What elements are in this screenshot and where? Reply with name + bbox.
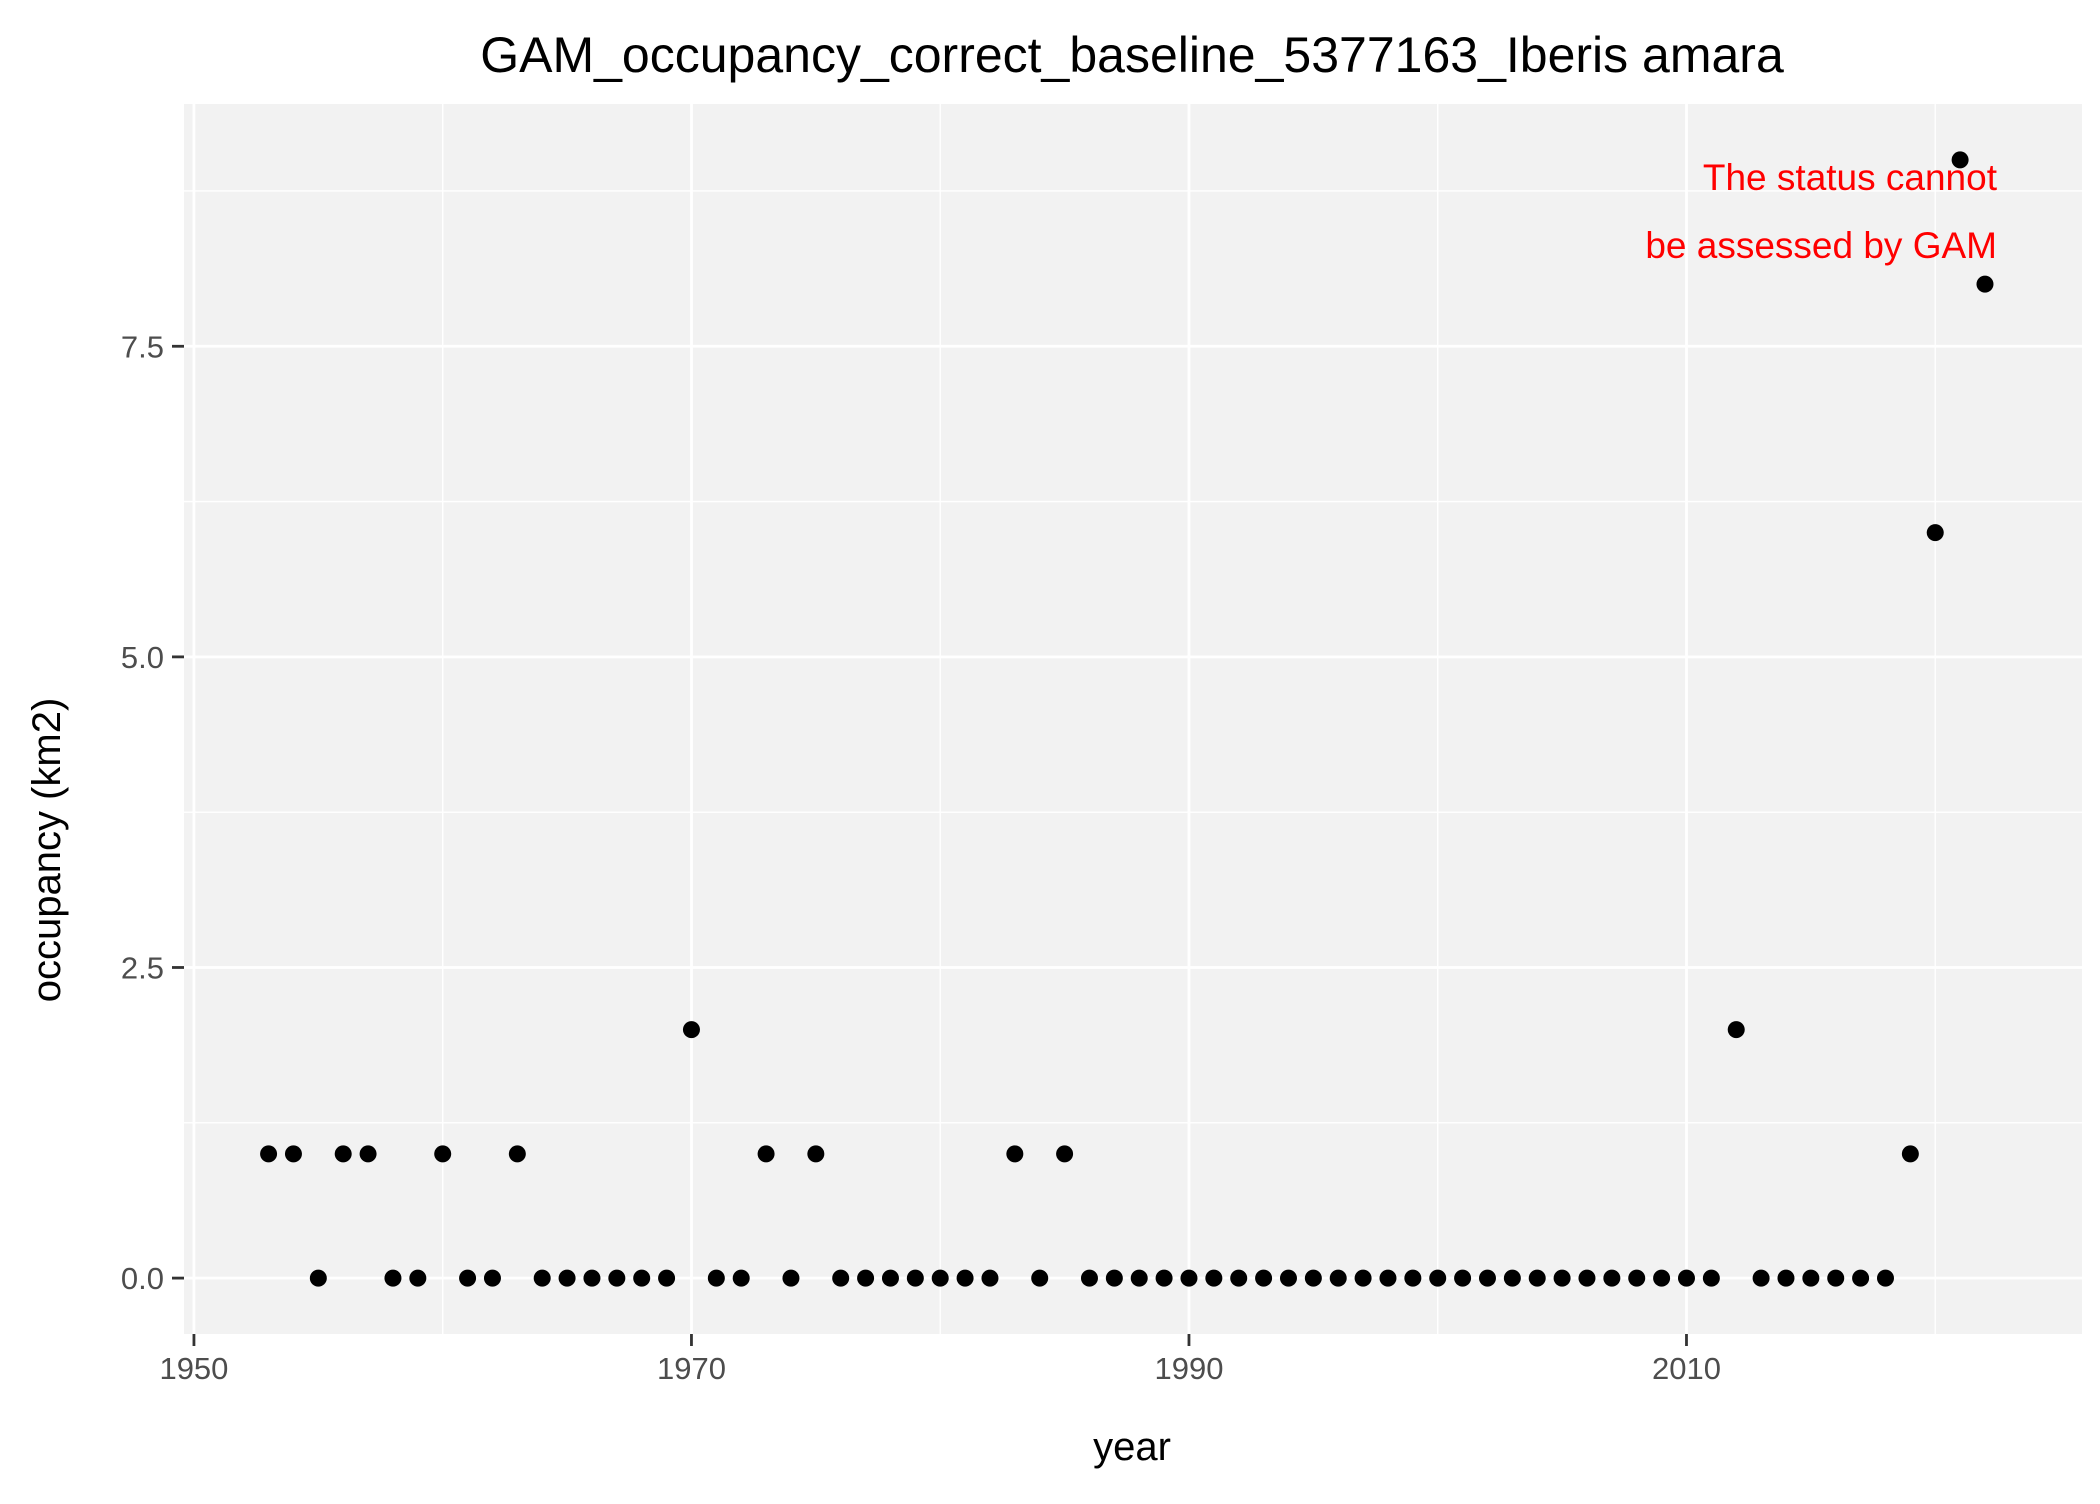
data-point xyxy=(807,1145,825,1163)
data-point xyxy=(1255,1269,1273,1287)
data-point xyxy=(1503,1269,1521,1287)
data-point xyxy=(732,1269,750,1287)
data-point xyxy=(1056,1145,1074,1163)
data-point xyxy=(284,1145,302,1163)
data-point xyxy=(1404,1269,1422,1287)
data-point xyxy=(1279,1269,1297,1287)
x-tick-label: 1970 xyxy=(657,1351,726,1386)
data-point xyxy=(1454,1269,1472,1287)
data-point xyxy=(782,1269,800,1287)
y-tick-label: 0.0 xyxy=(121,1261,164,1296)
data-point xyxy=(434,1145,452,1163)
axes: 0.0 2.5 5.0 7.5 1950 1970 1990 2010 xyxy=(121,329,1721,1386)
data-point xyxy=(558,1269,576,1287)
data-point xyxy=(608,1269,626,1287)
data-point xyxy=(1205,1269,1223,1287)
data-point xyxy=(1926,524,1944,542)
data-point xyxy=(1429,1269,1447,1287)
data-point xyxy=(1006,1145,1024,1163)
data-point xyxy=(1130,1269,1148,1287)
data-point xyxy=(1354,1269,1372,1287)
data-point xyxy=(1876,1269,1894,1287)
data-point xyxy=(483,1269,501,1287)
data-point xyxy=(832,1269,850,1287)
data-point xyxy=(309,1269,327,1287)
data-point xyxy=(1603,1269,1621,1287)
data-point xyxy=(1080,1269,1098,1287)
data-point xyxy=(956,1269,974,1287)
data-point xyxy=(1329,1269,1347,1287)
data-point xyxy=(981,1269,999,1287)
x-tick-label: 2010 xyxy=(1652,1351,1721,1386)
data-point xyxy=(260,1145,278,1163)
data-point xyxy=(1105,1269,1123,1287)
y-axis-label: occupancy (km2) xyxy=(25,698,69,1003)
data-point xyxy=(1628,1269,1646,1287)
data-point xyxy=(1578,1269,1596,1287)
plot-panel xyxy=(184,104,2082,1334)
data-point xyxy=(1852,1269,1870,1287)
data-point xyxy=(1702,1269,1720,1287)
data-point xyxy=(906,1269,924,1287)
data-point xyxy=(881,1269,899,1287)
data-point xyxy=(1553,1269,1571,1287)
data-point xyxy=(1180,1269,1198,1287)
data-point xyxy=(583,1269,601,1287)
data-point xyxy=(1677,1269,1695,1287)
data-point xyxy=(1031,1269,1049,1287)
data-point xyxy=(757,1145,775,1163)
data-point xyxy=(633,1269,651,1287)
data-point xyxy=(1901,1145,1919,1163)
data-point xyxy=(1528,1269,1546,1287)
data-point xyxy=(682,1021,700,1039)
data-point xyxy=(1727,1021,1745,1039)
data-point xyxy=(1379,1269,1397,1287)
annotation-line: be assessed by GAM xyxy=(1645,225,1997,266)
data-point xyxy=(334,1145,352,1163)
data-point xyxy=(508,1145,526,1163)
data-point xyxy=(1304,1269,1322,1287)
x-tick-label: 1950 xyxy=(159,1351,228,1386)
data-point xyxy=(459,1269,477,1287)
data-point xyxy=(1802,1269,1820,1287)
data-point xyxy=(1976,275,1994,293)
data-point xyxy=(1752,1269,1770,1287)
y-tick-label: 7.5 xyxy=(121,329,164,364)
data-point xyxy=(409,1269,427,1287)
chart-title: GAM_occupancy_correct_baseline_5377163_I… xyxy=(480,27,1784,83)
data-point xyxy=(1951,151,1969,169)
data-point xyxy=(931,1269,949,1287)
data-point xyxy=(533,1269,551,1287)
data-point xyxy=(1777,1269,1795,1287)
data-point xyxy=(1155,1269,1173,1287)
data-point xyxy=(384,1269,402,1287)
data-point xyxy=(1478,1269,1496,1287)
y-tick-label: 5.0 xyxy=(121,640,164,675)
data-point xyxy=(1653,1269,1671,1287)
annotation: The status cannot be assessed by GAM xyxy=(1645,157,1997,266)
data-point xyxy=(857,1269,875,1287)
data-point xyxy=(359,1145,377,1163)
x-tick-label: 1990 xyxy=(1154,1351,1223,1386)
data-point xyxy=(707,1269,725,1287)
annotation-line: The status cannot xyxy=(1703,157,1998,198)
data-point xyxy=(1827,1269,1845,1287)
data-point xyxy=(1230,1269,1248,1287)
data-points xyxy=(260,151,1994,1287)
y-tick-label: 2.5 xyxy=(121,950,164,985)
x-axis-label: year xyxy=(1093,1425,1171,1469)
data-point xyxy=(658,1269,676,1287)
